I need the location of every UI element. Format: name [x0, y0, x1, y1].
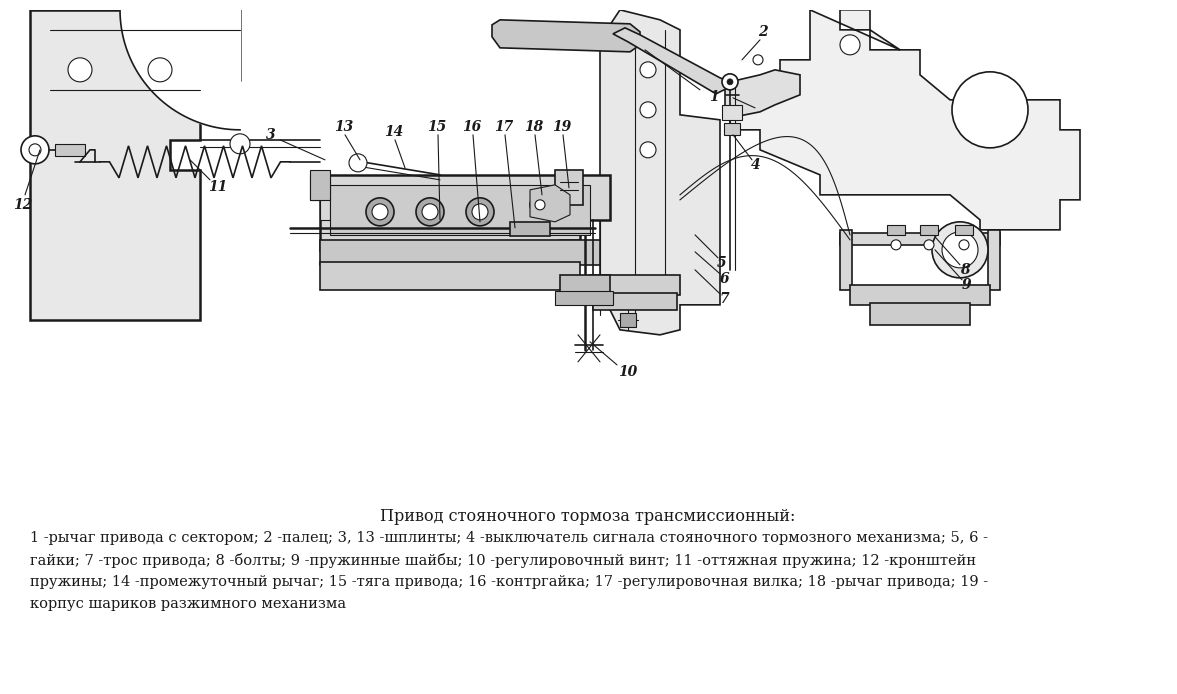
Bar: [724, 123, 740, 135]
Bar: [55, 144, 85, 156]
Bar: [556, 291, 613, 305]
Circle shape: [21, 136, 49, 164]
Circle shape: [722, 74, 738, 90]
Text: 7: 7: [719, 292, 729, 306]
Circle shape: [932, 222, 988, 278]
Circle shape: [350, 154, 367, 172]
Text: 11: 11: [208, 180, 227, 194]
Polygon shape: [600, 10, 720, 335]
Text: 5: 5: [717, 256, 727, 270]
Text: 18: 18: [525, 120, 544, 134]
Circle shape: [959, 240, 969, 250]
Polygon shape: [730, 10, 1080, 230]
Bar: [920, 225, 938, 235]
Circle shape: [640, 142, 656, 158]
Bar: [850, 285, 990, 305]
Text: корпус шариков разжимного механизма: корпус шариков разжимного механизма: [29, 598, 346, 611]
Circle shape: [366, 198, 394, 226]
Bar: [870, 303, 970, 325]
Circle shape: [415, 198, 444, 226]
Circle shape: [840, 35, 860, 55]
Text: Привод стояночного тормоза трансмиссионный:: Привод стояночного тормоза трансмиссионн…: [380, 508, 796, 525]
Bar: [840, 233, 1000, 245]
Circle shape: [753, 55, 763, 65]
Text: 9: 9: [962, 278, 971, 292]
Bar: [887, 225, 905, 235]
Circle shape: [536, 200, 545, 210]
Circle shape: [640, 62, 656, 78]
Circle shape: [230, 134, 250, 154]
Circle shape: [29, 144, 41, 156]
Bar: [510, 222, 550, 236]
Text: 1 -рычаг привода с сектором; 2 -палец; 3, 13 -шплинты; 4 -выключатель сигнала ст: 1 -рычаг привода с сектором; 2 -палец; 3…: [29, 531, 988, 545]
Text: гайки; 7 -трос привода; 8 -болты; 9 -пружинные шайбы; 10 -регулировочный винт; 1: гайки; 7 -трос привода; 8 -болты; 9 -пру…: [29, 553, 976, 568]
Text: 16: 16: [463, 120, 481, 134]
Circle shape: [466, 198, 494, 226]
Bar: [590, 275, 680, 295]
Polygon shape: [310, 175, 330, 220]
Circle shape: [148, 58, 172, 82]
Bar: [560, 275, 610, 295]
Bar: [310, 170, 330, 200]
Bar: [620, 313, 636, 327]
Polygon shape: [492, 20, 640, 52]
Text: 13: 13: [334, 120, 353, 134]
Text: 15: 15: [427, 120, 446, 134]
Bar: [988, 230, 1000, 290]
Circle shape: [472, 204, 488, 220]
Bar: [955, 225, 973, 235]
Text: 12: 12: [13, 198, 33, 212]
Circle shape: [423, 204, 438, 220]
Bar: [556, 170, 583, 205]
Text: пружины; 14 -промежуточный рычаг; 15 -тяга привода; 16 -контргайка; 17 -регулиро: пружины; 14 -промежуточный рычаг; 15 -тя…: [29, 575, 989, 589]
Circle shape: [891, 240, 902, 250]
Bar: [320, 240, 600, 265]
Circle shape: [727, 79, 733, 85]
Text: 3: 3: [266, 128, 275, 142]
Text: 4: 4: [751, 158, 760, 172]
Circle shape: [952, 72, 1028, 148]
Bar: [840, 230, 852, 290]
Circle shape: [640, 102, 656, 118]
Text: 10: 10: [618, 365, 638, 379]
Text: 14: 14: [385, 125, 404, 139]
Circle shape: [68, 58, 92, 82]
Circle shape: [530, 195, 550, 215]
Circle shape: [372, 204, 388, 220]
Text: 6: 6: [719, 272, 729, 286]
Bar: [593, 293, 677, 310]
Bar: [320, 262, 580, 290]
Text: 19: 19: [552, 120, 572, 134]
Polygon shape: [530, 185, 570, 222]
Bar: [330, 185, 590, 235]
Polygon shape: [613, 28, 730, 94]
Polygon shape: [725, 70, 800, 118]
Circle shape: [942, 232, 978, 268]
Text: 8: 8: [960, 263, 970, 277]
Bar: [722, 105, 742, 120]
Polygon shape: [320, 175, 610, 250]
Circle shape: [924, 240, 935, 250]
Text: 2: 2: [758, 25, 767, 39]
Text: 1: 1: [710, 90, 719, 104]
Polygon shape: [29, 10, 240, 320]
Text: 17: 17: [494, 120, 513, 134]
